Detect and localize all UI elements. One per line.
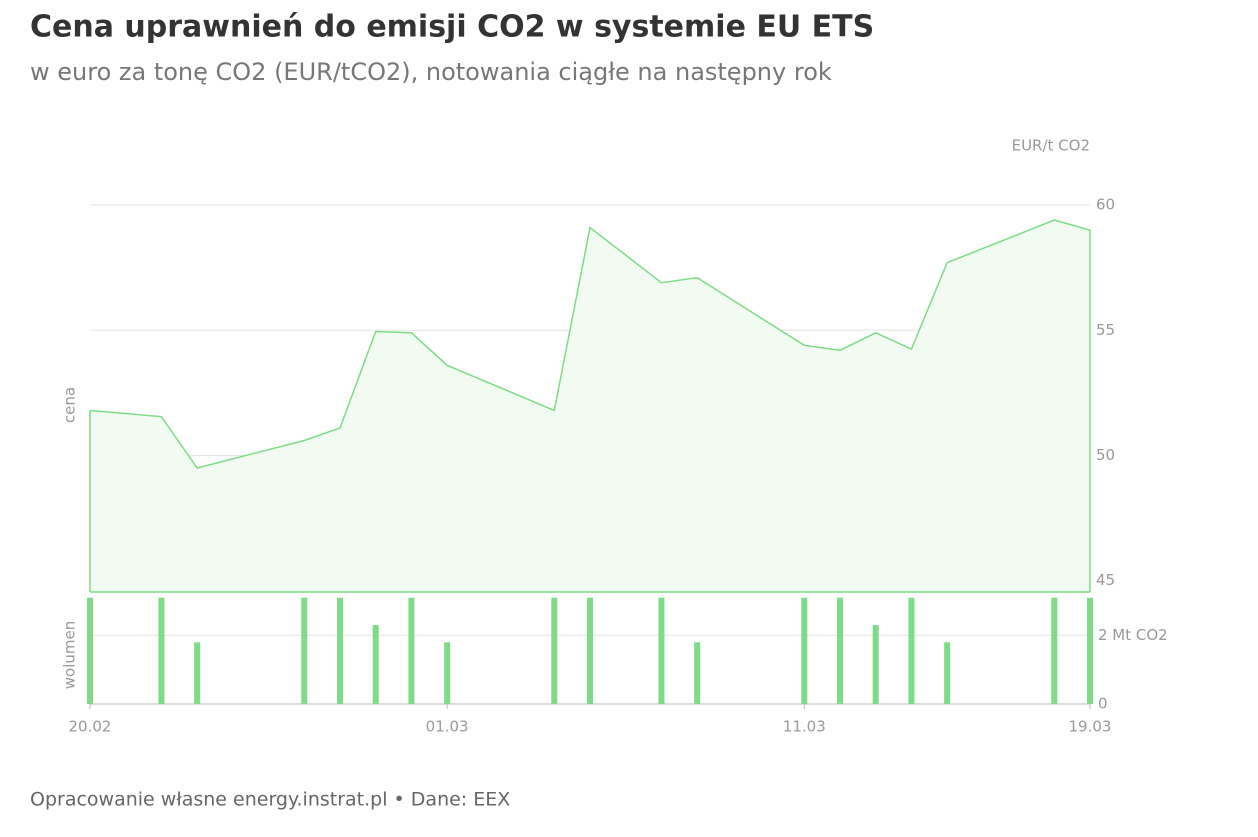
y-tick-label: 55	[1096, 321, 1115, 339]
x-tick-label: 01.03	[426, 718, 469, 736]
bar	[1051, 597, 1058, 704]
bar	[337, 597, 343, 704]
bar	[158, 597, 165, 704]
bar	[551, 597, 558, 704]
bar	[837, 597, 843, 704]
area	[90, 220, 1090, 593]
bar	[587, 597, 593, 704]
x-tick-label: 20.02	[69, 718, 112, 736]
bar	[694, 642, 701, 704]
chart-subtitle: w euro za tonę CO2 (EUR/tCO2), notowania…	[30, 58, 832, 86]
y-tick-label: 0	[1098, 695, 1108, 713]
line	[89, 219, 1091, 469]
y-tick-label: 60	[1096, 196, 1115, 214]
chart-title: Cena uprawnień do emisji CO2 w systemie …	[30, 10, 874, 45]
bar	[444, 642, 451, 704]
bar	[372, 625, 379, 704]
x-tick-label: 11.03	[783, 718, 826, 736]
unit-label: EUR/t CO2	[1012, 137, 1090, 155]
bar	[301, 597, 308, 704]
bar	[87, 597, 93, 704]
y-axis-label: cena	[61, 387, 79, 423]
bar	[908, 597, 915, 704]
source: Opracowanie własne energy.instrat.pl • D…	[30, 789, 510, 811]
bar	[658, 597, 665, 704]
bar	[194, 642, 201, 704]
y-tick-label: 2 Mt CO2	[1098, 626, 1168, 644]
y-axis-label: wolumen	[61, 621, 79, 689]
bar	[801, 597, 808, 704]
bar	[872, 625, 879, 704]
y-tick-label: 50	[1096, 446, 1115, 464]
bar	[944, 642, 951, 704]
y-tick-label: 45	[1096, 571, 1115, 589]
bar	[408, 597, 415, 704]
x-tick-label: 19.03	[1069, 718, 1112, 736]
bar	[1087, 597, 1093, 704]
